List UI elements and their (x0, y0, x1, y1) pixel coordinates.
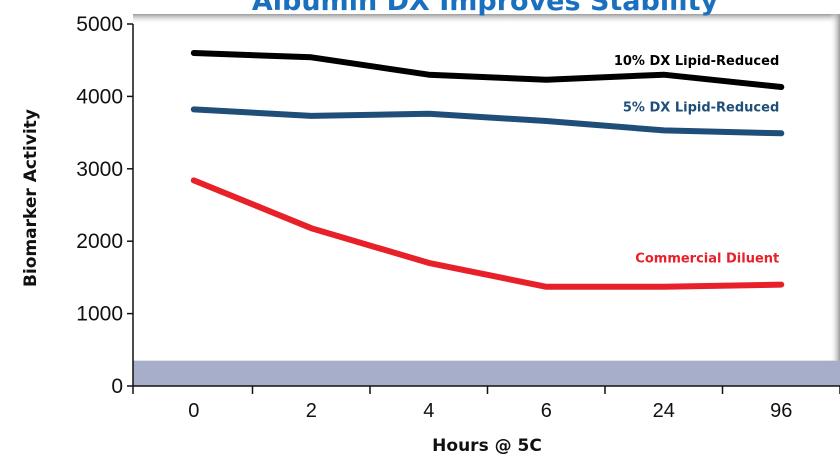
x-tick-label: 2 (306, 400, 317, 422)
series-label: 5% DX Lipid-Reduced (623, 100, 779, 115)
y-tick-label: 5000 (76, 13, 123, 36)
baseline-band (133, 360, 840, 386)
x-axis-label: Hours @ 5C (432, 436, 542, 456)
series-line (190, 177, 785, 290)
y-tick-label: 2000 (76, 230, 123, 253)
y-axis-label: Biomarker Activity (21, 109, 41, 287)
plot-top-shadow (133, 14, 840, 24)
y-tick-label: 3000 (76, 158, 123, 181)
y-tick-label: 1000 (76, 303, 123, 326)
x-tick-label: 0 (188, 400, 199, 422)
y-tick-label: 0 (111, 375, 123, 398)
series-line (190, 106, 785, 137)
x-tick-label: 6 (541, 400, 552, 422)
y-tick-label: 4000 (76, 85, 123, 108)
x-tick-label: 96 (770, 400, 792, 422)
series-label: 10% DX Lipid-Reduced (614, 54, 779, 69)
x-ticks: 0 2 4 6 24 96 (188, 386, 840, 422)
x-tick-label: 24 (653, 400, 675, 422)
x-tick-label: 4 (423, 400, 434, 422)
series-group: 10% DX Lipid-Reduced 5% DX Lipid-Reduced C… (190, 50, 785, 290)
series-label: Commercial Diluent (635, 252, 779, 267)
y-ticks: 0 1000 2000 3000 4000 5000 (76, 13, 133, 398)
series-line (190, 50, 785, 90)
plot-right-shadow (830, 14, 840, 386)
chart-title: Albumin DX Improves Stability (252, 0, 719, 17)
